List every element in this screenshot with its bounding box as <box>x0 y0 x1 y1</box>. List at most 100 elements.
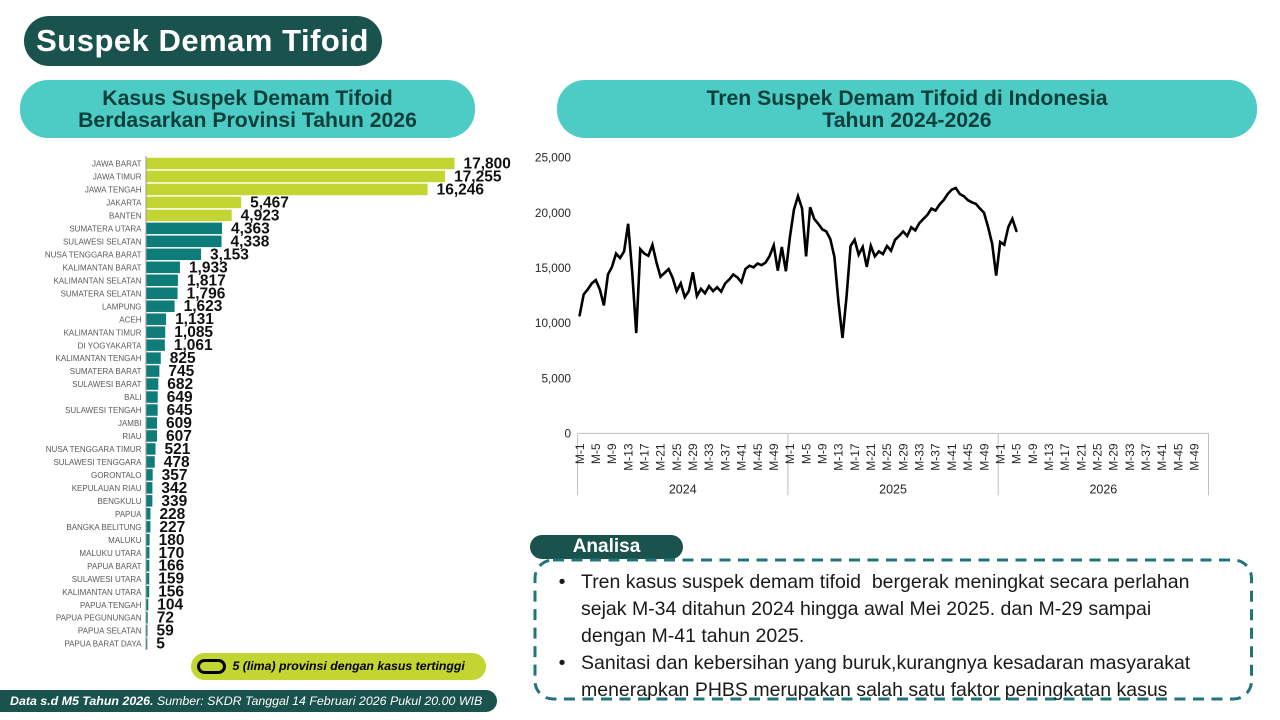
svg-text:SUMATERA UTARA: SUMATERA UTARA <box>69 224 142 233</box>
svg-text:M-33: M-33 <box>702 443 716 471</box>
svg-text:M-33: M-33 <box>1123 443 1137 471</box>
svg-text:104: 104 <box>157 597 183 614</box>
svg-text:M-33: M-33 <box>913 443 927 471</box>
svg-text:M-5: M-5 <box>589 443 603 464</box>
svg-text:20,000: 20,000 <box>535 206 572 220</box>
svg-text:JAMBI: JAMBI <box>118 419 142 428</box>
svg-text:M-29: M-29 <box>1107 443 1121 471</box>
svg-text:M-9: M-9 <box>815 443 829 464</box>
svg-text:166: 166 <box>158 558 184 575</box>
svg-text:2025: 2025 <box>879 483 907 497</box>
svg-text:M-25: M-25 <box>880 443 894 471</box>
svg-text:SUMATERA BARAT: SUMATERA BARAT <box>70 367 142 376</box>
svg-text:M-49: M-49 <box>767 443 781 471</box>
svg-text:228: 228 <box>159 506 185 523</box>
svg-text:521: 521 <box>165 441 191 458</box>
svg-text:M-21: M-21 <box>864 443 878 471</box>
svg-text:KEPULAUAN RIAU: KEPULAUAN RIAU <box>72 484 142 493</box>
svg-text:649: 649 <box>167 389 193 406</box>
svg-text:5: 5 <box>156 636 165 653</box>
svg-text:JAWA TIMUR: JAWA TIMUR <box>93 173 142 182</box>
svg-text:SULAWESI SELATAN: SULAWESI SELATAN <box>63 237 142 246</box>
svg-text:0: 0 <box>564 427 571 441</box>
svg-text:SULAWESI TENGGARA: SULAWESI TENGGARA <box>53 458 142 467</box>
svg-text:227: 227 <box>159 519 185 536</box>
svg-text:59: 59 <box>157 623 175 640</box>
svg-text:478: 478 <box>164 454 190 471</box>
svg-text:NUSA TENGGARA BARAT: NUSA TENGGARA BARAT <box>45 250 142 259</box>
svg-text:15,000: 15,000 <box>535 261 572 275</box>
svg-text:357: 357 <box>162 467 188 484</box>
svg-text:RIAU: RIAU <box>122 432 141 441</box>
svg-text:KALIMANTAN TIMUR: KALIMANTAN TIMUR <box>64 328 142 337</box>
svg-text:KALIMANTAN BARAT: KALIMANTAN BARAT <box>63 263 142 272</box>
svg-text:M-45: M-45 <box>1171 443 1185 471</box>
svg-text:BANGKA BELITUNG: BANGKA BELITUNG <box>66 523 141 532</box>
svg-text:4,338: 4,338 <box>231 233 270 250</box>
svg-text:170: 170 <box>158 545 184 562</box>
svg-text:1,933: 1,933 <box>189 259 228 276</box>
svg-text:PAPUA PEGUNUNGAN: PAPUA PEGUNUNGAN <box>56 614 142 623</box>
svg-text:PAPUA: PAPUA <box>115 510 142 519</box>
svg-text:5,467: 5,467 <box>250 194 289 211</box>
svg-text:M-13: M-13 <box>1042 443 1056 471</box>
svg-text:BENGKULU: BENGKULU <box>97 497 141 506</box>
svg-text:M-41: M-41 <box>945 443 959 471</box>
svg-text:M-17: M-17 <box>848 443 862 471</box>
svg-text:KALIMANTAN SELATAN: KALIMANTAN SELATAN <box>53 276 141 285</box>
svg-text:5,000: 5,000 <box>541 371 571 385</box>
svg-text:825: 825 <box>170 350 196 367</box>
svg-text:1,131: 1,131 <box>175 311 214 328</box>
svg-text:M-21: M-21 <box>1074 443 1088 471</box>
svg-text:745: 745 <box>168 363 194 380</box>
svg-text:ACEH: ACEH <box>119 315 141 324</box>
svg-text:SUMATERA SELATAN: SUMATERA SELATAN <box>61 289 142 298</box>
svg-text:2024: 2024 <box>669 483 697 497</box>
svg-text:M-25: M-25 <box>670 443 684 471</box>
svg-text:M-1: M-1 <box>993 443 1007 464</box>
svg-text:M-13: M-13 <box>621 443 635 471</box>
svg-text:609: 609 <box>166 415 192 432</box>
svg-text:16,246: 16,246 <box>437 181 485 198</box>
svg-text:M-29: M-29 <box>896 443 910 471</box>
svg-text:PAPUA TENGAH: PAPUA TENGAH <box>80 601 142 610</box>
svg-text:KALIMANTAN TENGAH: KALIMANTAN TENGAH <box>56 354 142 363</box>
svg-text:1,623: 1,623 <box>184 298 223 315</box>
svg-text:NUSA TENGGARA TIMUR: NUSA TENGGARA TIMUR <box>46 445 142 454</box>
svg-text:MALUKU: MALUKU <box>108 536 142 545</box>
svg-text:M-37: M-37 <box>929 443 943 471</box>
svg-text:M-37: M-37 <box>718 443 732 471</box>
svg-text:BANTEN: BANTEN <box>109 212 142 221</box>
svg-text:342: 342 <box>161 480 187 497</box>
svg-text:M-29: M-29 <box>686 443 700 471</box>
svg-text:17,800: 17,800 <box>464 156 511 173</box>
svg-text:M-49: M-49 <box>977 443 991 471</box>
svg-text:1,085: 1,085 <box>174 324 213 341</box>
svg-text:SULAWESI BARAT: SULAWESI BARAT <box>72 380 141 389</box>
svg-text:SULAWESI TENGAH: SULAWESI TENGAH <box>65 406 142 415</box>
svg-text:SULAWESI UTARA: SULAWESI UTARA <box>72 575 142 584</box>
svg-text:M-9: M-9 <box>1026 443 1040 464</box>
svg-text:4,363: 4,363 <box>231 220 270 237</box>
svg-text:3,153: 3,153 <box>210 246 249 263</box>
svg-text:M-13: M-13 <box>832 443 846 471</box>
svg-text:4,923: 4,923 <box>241 207 280 224</box>
svg-text:2026: 2026 <box>1089 483 1117 497</box>
svg-text:M-9: M-9 <box>605 443 619 464</box>
svg-text:GORONTALO: GORONTALO <box>91 471 142 480</box>
svg-text:645: 645 <box>167 402 193 419</box>
svg-text:25,000: 25,000 <box>535 151 572 165</box>
svg-text:KALIMANTAN UTARA: KALIMANTAN UTARA <box>62 588 142 597</box>
svg-text:M-5: M-5 <box>1010 443 1024 464</box>
svg-text:PAPUA SELATAN: PAPUA SELATAN <box>78 627 142 636</box>
svg-text:10,000: 10,000 <box>535 316 572 330</box>
svg-text:156: 156 <box>158 584 184 601</box>
svg-text:17,255: 17,255 <box>454 168 502 185</box>
svg-text:1,061: 1,061 <box>174 337 213 354</box>
svg-text:M-1: M-1 <box>783 443 797 464</box>
svg-text:M-49: M-49 <box>1188 443 1202 471</box>
svg-text:M-25: M-25 <box>1090 443 1104 471</box>
svg-text:159: 159 <box>158 571 184 588</box>
svg-text:LAMPUNG: LAMPUNG <box>102 302 142 311</box>
svg-text:JAKARTA: JAKARTA <box>106 199 142 208</box>
